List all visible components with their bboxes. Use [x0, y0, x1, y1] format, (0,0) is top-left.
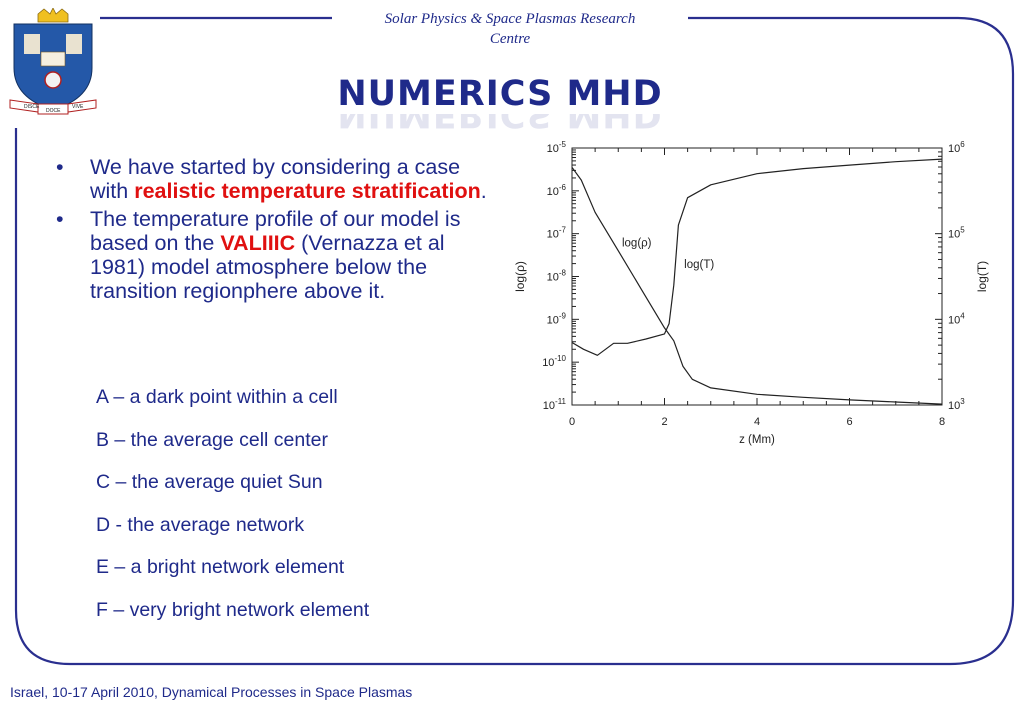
density-temperature-chart: 0 2 4 6 8 10-5 10-6 10-7 10-8 10-9 10-10 10-11 106 10… — [500, 135, 1010, 465]
bullet-list: • We have started by considering a case … — [52, 155, 492, 307]
case-item-f: F – very bright network element — [96, 597, 476, 640]
x-tick-label: 2 — [661, 416, 667, 428]
y-left-tick-label: 10-6 — [547, 183, 567, 198]
y-right-tick-label: 105 — [948, 226, 965, 241]
y-right-axis-label: log(T) — [975, 261, 989, 292]
x-tick-label: 6 — [846, 416, 852, 428]
y-left-tick-label: 10-9 — [547, 311, 567, 326]
y-left-axis-label: log(ρ) — [513, 261, 527, 292]
header-line-2: Centre — [340, 29, 680, 49]
case-item-c: C – the average quiet Sun — [96, 469, 476, 512]
x-tick-label: 4 — [754, 416, 760, 428]
series-annotation: log(ρ) — [622, 238, 652, 250]
case-list: A – a dark point within a cell B – the a… — [96, 384, 476, 639]
crest-motto-left: DISCE — [24, 104, 40, 110]
bullet-item: • The temperature profile of our model i… — [52, 207, 492, 303]
y-left-tick-label: 10-8 — [547, 269, 567, 284]
university-crest-icon: DISCE DOCE VIVE — [8, 8, 98, 120]
bullet-highlight: VALIIIC — [220, 231, 295, 255]
slide-title-reflection: NUMERICS MHD — [300, 114, 700, 136]
y-right-tick-label: 106 — [948, 140, 965, 155]
y-left-tick-label: 10-11 — [543, 397, 567, 412]
x-tick-label: 0 — [569, 416, 575, 428]
y-right-tick-label: 104 — [948, 311, 965, 326]
bullet-highlight: realistic temperature stratification — [134, 179, 481, 203]
series-line-log-rho — [572, 167, 942, 404]
y-left-tick-label: 10-10 — [542, 354, 566, 369]
x-axis-label: z (Mm) — [739, 434, 775, 446]
bullet-glyph: • — [56, 155, 64, 179]
y-right-tick-label: 103 — [948, 397, 965, 412]
series-annotation: log(T) — [684, 259, 714, 271]
crest-motto-mid: DOCE — [46, 108, 61, 114]
case-item-d: D - the average network — [96, 512, 476, 555]
crest-motto-right: VIVE — [72, 104, 84, 110]
bullet-item: • We have started by considering a case … — [52, 155, 492, 203]
x-tick-label: 8 — [939, 416, 945, 428]
case-item-a: A – a dark point within a cell — [96, 384, 476, 427]
slide-title: NUMERICS MHD — [300, 72, 700, 116]
bullet-glyph: • — [56, 207, 64, 231]
bullet-text-end: . — [481, 179, 487, 203]
plot-border — [572, 148, 942, 405]
y-left-tick-label: 10-7 — [547, 226, 567, 241]
case-item-b: B – the average cell center — [96, 427, 476, 470]
series-line-log-t — [572, 159, 942, 355]
y-left-tick-label: 10-5 — [547, 140, 567, 155]
case-item-e: E – a bright network element — [96, 554, 476, 597]
footer-event: Israel, 10-17 April 2010, Dynamical Proc… — [10, 684, 412, 700]
header-line-1: Solar Physics & Space Plasmas Research — [340, 9, 680, 29]
header-org-name: Solar Physics & Space Plasmas Research C… — [340, 9, 680, 49]
